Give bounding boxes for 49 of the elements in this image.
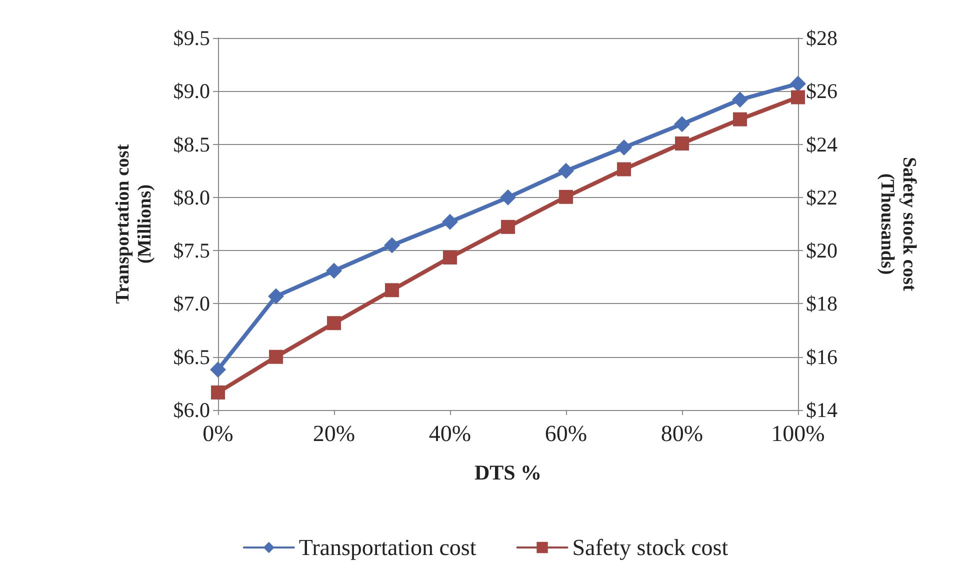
point — [327, 316, 341, 330]
y2-tick-label: $24 — [806, 132, 838, 156]
y-tick-label: $8.0 — [173, 185, 210, 210]
y2-axis-title: Safety stock cost (Thousands) — [876, 156, 920, 292]
point — [384, 237, 400, 254]
x-tick-label: 0% — [202, 421, 234, 446]
point — [269, 350, 283, 364]
x-tick-label: 20% — [312, 421, 356, 446]
y2-tick-label: $14 — [806, 398, 838, 422]
point — [674, 116, 690, 132]
point — [733, 112, 747, 126]
point — [617, 162, 631, 176]
point — [732, 92, 748, 108]
point — [790, 76, 806, 92]
point — [210, 362, 226, 378]
x-axis-title: DTS % — [474, 460, 542, 484]
point — [211, 385, 225, 400]
y-tick-label: $8.5 — [173, 132, 210, 156]
point — [385, 283, 399, 298]
y-tick-label: $6.0 — [173, 398, 210, 422]
x-tick-label: 100% — [771, 421, 825, 446]
y2-tick-label: $22 — [806, 185, 838, 210]
point — [326, 262, 342, 279]
y2-tick-label: $20 — [806, 238, 838, 263]
y-axis-title: Transportation cost (Millions) — [112, 144, 156, 304]
y2-tick-label: $28 — [806, 26, 838, 50]
y2-tick-label: $18 — [806, 292, 838, 316]
y2-tick-label: $26 — [806, 79, 838, 104]
x-tick-label: 40% — [428, 421, 472, 446]
y-tick-label: $9.5 — [173, 26, 210, 50]
point — [791, 90, 805, 104]
y-tick-label: $6.5 — [173, 344, 210, 369]
y2-tick-label: $16 — [806, 344, 838, 369]
point — [442, 214, 458, 230]
x-tick-label: 60% — [544, 421, 588, 446]
y-tick-label: $7.5 — [173, 238, 210, 263]
y-tick-label: $7.0 — [173, 292, 210, 316]
point — [443, 250, 457, 264]
point — [501, 220, 515, 234]
point — [616, 139, 632, 156]
point — [558, 162, 574, 179]
legend-label: Transportation cost — [298, 535, 477, 560]
legend-label: Safety stock cost — [572, 535, 729, 560]
point — [268, 288, 284, 304]
x-tick-label: 80% — [660, 421, 704, 446]
point — [559, 190, 573, 204]
y-tick-label: $9.0 — [173, 79, 210, 104]
point — [675, 136, 689, 150]
point — [500, 189, 516, 206]
